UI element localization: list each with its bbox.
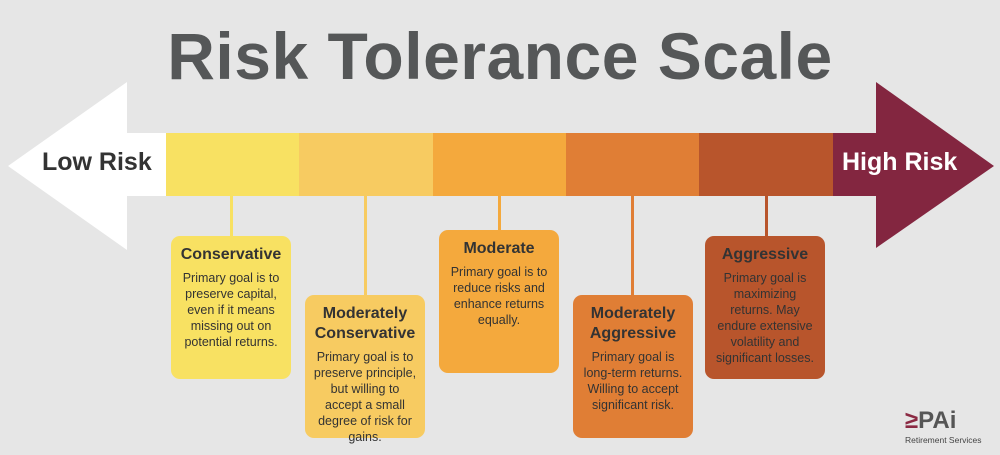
card-title: Aggressive — [721, 246, 809, 263]
high-risk-arrowhead — [833, 82, 994, 248]
segment-conservative — [166, 133, 299, 196]
pai-logo-mark-icon: ≥ — [905, 407, 919, 434]
card-moderately-aggressive: Moderately Aggressive Primary goal is lo… — [573, 295, 693, 438]
card-conservative: Conservative Primary goal is to preserve… — [171, 236, 291, 379]
card-description: Primary goal is long-term returns. Willi… — [583, 350, 683, 412]
pai-logo-name: PAi — [918, 407, 957, 434]
card-moderately-conservative: Moderately Conservative Primary goal is … — [305, 295, 425, 444]
card-aggressive: Aggressive Primary goal is maximizing re… — [705, 236, 825, 379]
connector-conservative — [230, 196, 233, 238]
card-description: Primary goal is to preserve capital, eve… — [182, 271, 280, 349]
card-moderate: Moderate Primary goal is to reduce risks… — [439, 230, 559, 373]
segment-moderately-aggressive — [566, 133, 699, 196]
pai-logo-subtitle: Retirement Services — [905, 435, 982, 445]
card-description: Primary goal is to reduce risks and enha… — [450, 265, 548, 327]
card-title: Moderately Conservative — [314, 305, 416, 342]
page-title: Risk Tolerance Scale — [167, 19, 833, 93]
card-title: Moderately Aggressive — [589, 305, 677, 342]
high-risk-label: High Risk — [842, 148, 958, 176]
pai-logo: ≥PAi Retirement Services — [905, 407, 995, 446]
low-risk-arrowhead — [8, 82, 166, 250]
segment-moderate — [433, 133, 566, 196]
connector-moderately-conservative — [364, 196, 367, 297]
segment-moderately-conservative — [299, 133, 433, 196]
segment-aggressive — [699, 133, 833, 196]
card-title: Conservative — [180, 246, 282, 263]
connector-moderately-aggressive — [631, 196, 634, 297]
card-description: Primary goal is maximizing returns. May … — [716, 271, 814, 365]
connector-moderate — [498, 196, 501, 232]
low-risk-label: Low Risk — [42, 148, 152, 176]
card-description: Primary goal is to preserve principle, b… — [313, 350, 417, 444]
connector-aggressive — [765, 196, 768, 236]
card-title: Moderate — [463, 240, 535, 257]
